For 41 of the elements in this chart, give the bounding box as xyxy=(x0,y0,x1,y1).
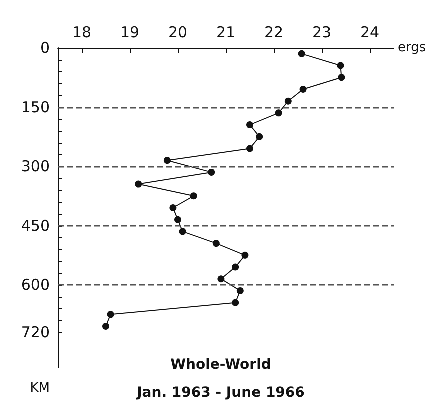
point xyxy=(218,276,225,283)
point xyxy=(246,122,254,129)
y-tick-label: 150 xyxy=(21,98,50,116)
point xyxy=(236,287,244,294)
point xyxy=(242,252,249,259)
x-tick-label: 23 xyxy=(312,24,332,42)
point xyxy=(208,168,216,176)
y-tick-label: 720 xyxy=(21,323,50,342)
x-tick-label: 21 xyxy=(216,24,236,42)
point xyxy=(170,204,177,212)
point xyxy=(232,299,240,306)
x-tick-label: 19 xyxy=(120,24,140,42)
y-tick-label: 300 xyxy=(21,158,50,176)
point xyxy=(284,98,292,105)
point xyxy=(212,240,220,248)
point xyxy=(275,110,282,117)
point xyxy=(337,62,344,70)
point xyxy=(102,323,110,330)
x-tick-label: 22 xyxy=(264,24,284,42)
point xyxy=(298,50,306,58)
y-tick-label: 0 xyxy=(40,39,50,57)
point xyxy=(300,86,307,93)
point xyxy=(107,311,114,318)
point xyxy=(135,180,142,188)
y-tick-label: 450 xyxy=(21,216,50,235)
point xyxy=(246,145,254,152)
x-axis-title: ergs xyxy=(398,40,426,56)
y-axis-title: KM xyxy=(30,381,50,396)
point xyxy=(256,133,264,140)
x-tick-label: 24 xyxy=(360,24,380,42)
point xyxy=(232,264,240,271)
text: Jan. 1963 - June 1966 xyxy=(136,385,305,401)
point xyxy=(179,228,186,236)
point xyxy=(174,216,182,224)
y-tick-label: 600 xyxy=(21,276,50,294)
x-tick-label: 20 xyxy=(168,24,188,42)
point xyxy=(190,192,198,200)
point xyxy=(338,74,346,82)
point xyxy=(164,157,171,164)
x-tick-label: 18 xyxy=(72,24,92,42)
annotation: Whole-World xyxy=(170,357,272,373)
